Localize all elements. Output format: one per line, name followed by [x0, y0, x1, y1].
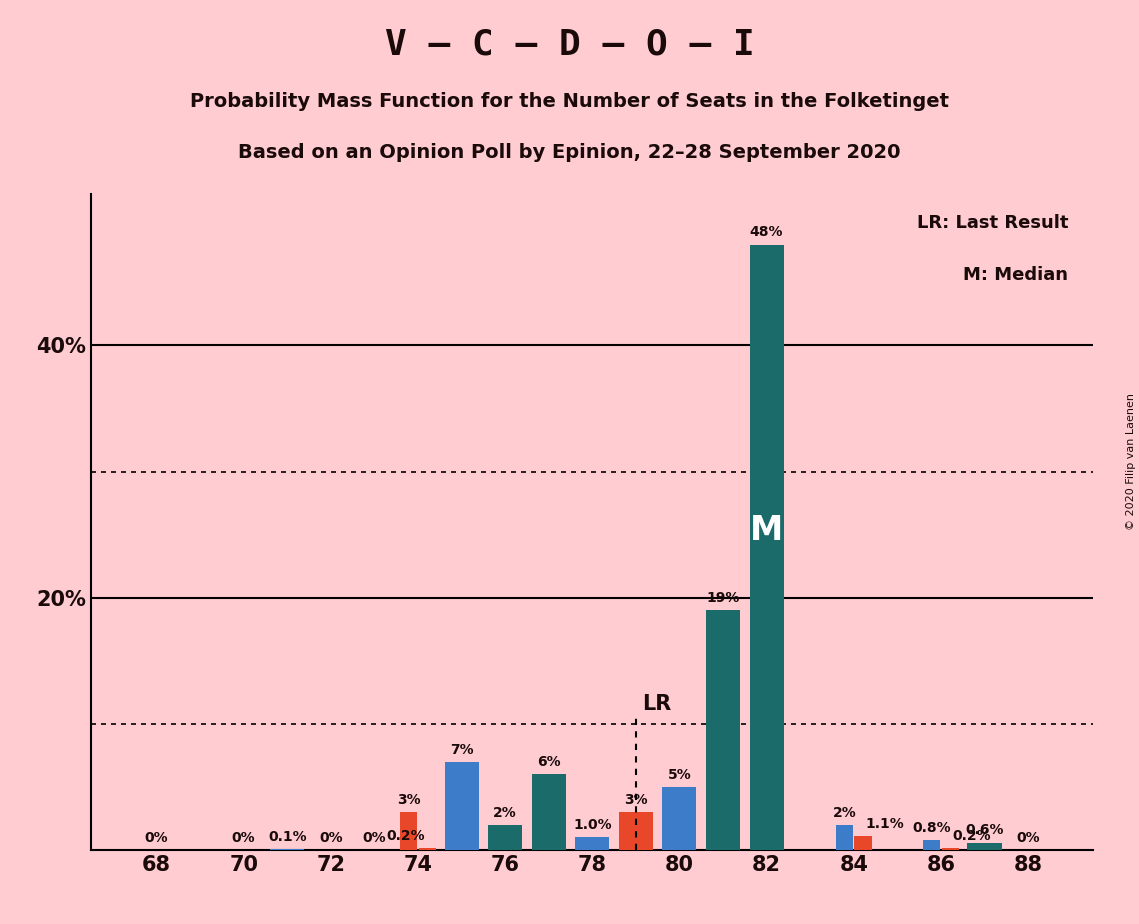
- Text: V – C – D – O – I: V – C – D – O – I: [385, 28, 754, 62]
- Text: LR: Last Result: LR: Last Result: [917, 213, 1068, 232]
- Text: LR: LR: [642, 694, 672, 714]
- Bar: [967, 843, 1001, 850]
- Text: 0%: 0%: [1016, 831, 1040, 845]
- Text: Based on an Opinion Poll by Epinion, 22–28 September 2020: Based on an Opinion Poll by Epinion, 22–…: [238, 143, 901, 163]
- Text: 0.2%: 0.2%: [952, 829, 991, 843]
- Bar: [854, 836, 871, 850]
- Text: 3%: 3%: [396, 793, 420, 808]
- Text: 0%: 0%: [145, 831, 169, 845]
- Bar: [749, 245, 784, 850]
- Text: Probability Mass Function for the Number of Seats in the Folketinget: Probability Mass Function for the Number…: [190, 92, 949, 112]
- Bar: [444, 761, 478, 850]
- Bar: [663, 787, 696, 850]
- Bar: [270, 849, 304, 850]
- Bar: [489, 825, 522, 850]
- Text: 19%: 19%: [706, 591, 739, 605]
- Bar: [942, 847, 959, 850]
- Text: 0%: 0%: [319, 831, 343, 845]
- Text: 0%: 0%: [362, 831, 386, 845]
- Bar: [400, 812, 417, 850]
- Bar: [923, 840, 940, 850]
- Text: 0.1%: 0.1%: [268, 830, 306, 844]
- Text: © 2020 Filip van Laenen: © 2020 Filip van Laenen: [1126, 394, 1136, 530]
- Text: 0%: 0%: [232, 831, 255, 845]
- Bar: [532, 774, 566, 850]
- Text: 7%: 7%: [450, 743, 474, 757]
- Bar: [706, 611, 740, 850]
- Text: 0.8%: 0.8%: [912, 821, 951, 835]
- Bar: [419, 847, 436, 850]
- Bar: [836, 825, 853, 850]
- Text: 6%: 6%: [536, 755, 560, 770]
- Bar: [618, 812, 653, 850]
- Text: 2%: 2%: [493, 806, 517, 820]
- Text: 3%: 3%: [624, 793, 648, 808]
- Text: 5%: 5%: [667, 768, 691, 782]
- Text: 2%: 2%: [833, 806, 857, 820]
- Text: 0.2%: 0.2%: [386, 829, 425, 843]
- Text: 48%: 48%: [749, 225, 784, 239]
- Text: 1.1%: 1.1%: [866, 817, 904, 832]
- Text: 1.0%: 1.0%: [573, 819, 612, 833]
- Text: 0.6%: 0.6%: [965, 823, 1003, 837]
- Text: M: M: [749, 515, 784, 547]
- Bar: [575, 837, 609, 850]
- Text: M: Median: M: Median: [964, 266, 1068, 285]
